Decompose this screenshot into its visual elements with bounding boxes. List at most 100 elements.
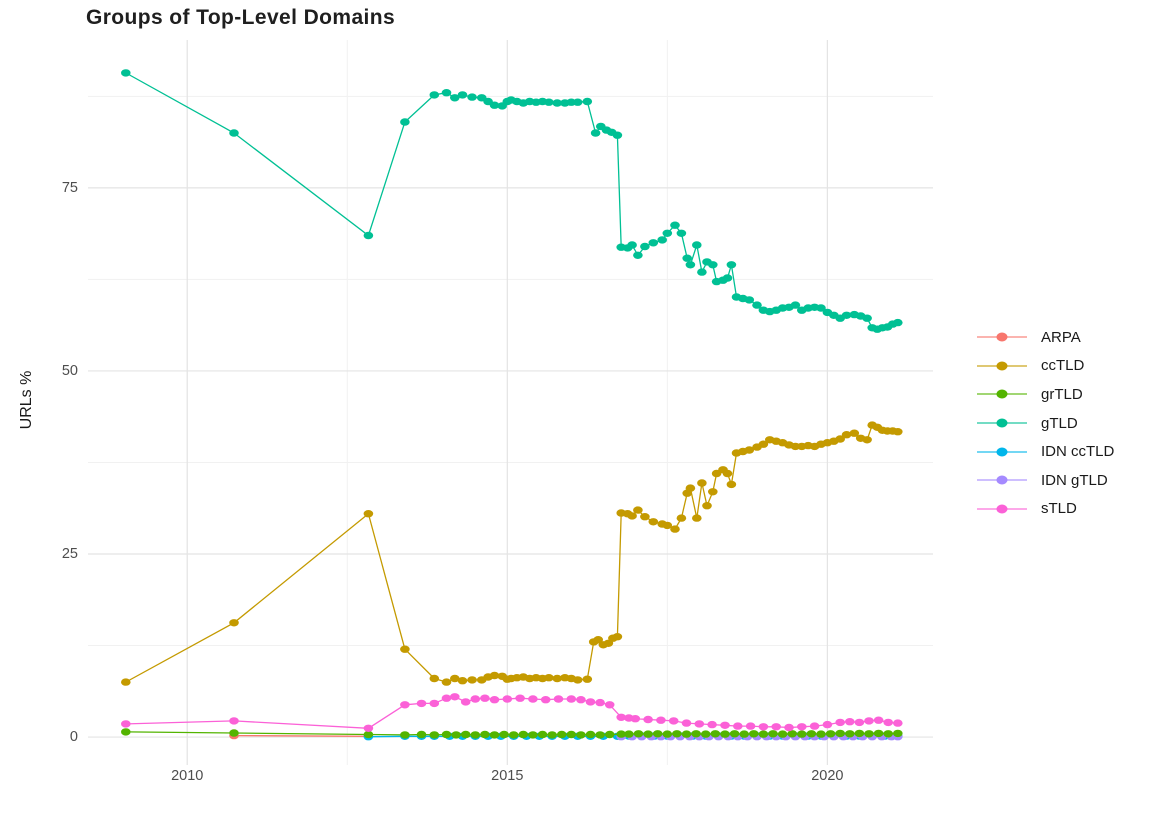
data-point <box>697 268 707 276</box>
data-point <box>662 730 673 738</box>
data-point <box>873 729 884 738</box>
data-point <box>582 675 593 683</box>
legend-key-icon <box>975 328 1029 346</box>
data-point <box>593 636 603 644</box>
data-point <box>841 311 852 319</box>
data-point <box>854 729 865 738</box>
data-point <box>544 674 554 682</box>
data-point <box>572 676 583 684</box>
legend-key-icon <box>975 443 1029 461</box>
data-point <box>749 730 759 738</box>
data-point <box>450 693 460 701</box>
data-point <box>363 231 374 240</box>
legend-label: ccTLD <box>1041 357 1085 375</box>
data-point <box>729 730 740 738</box>
data-point <box>733 722 743 730</box>
data-point <box>702 502 712 510</box>
data-point <box>612 131 623 139</box>
data-point <box>400 701 410 709</box>
data-point <box>708 261 718 269</box>
data-point <box>758 723 769 731</box>
legend-label: ARPA <box>1041 328 1081 346</box>
data-point <box>451 731 461 739</box>
data-point <box>515 694 525 702</box>
data-point <box>726 261 737 269</box>
data-point <box>450 94 460 102</box>
data-point <box>854 718 865 727</box>
data-point <box>627 241 637 249</box>
legend-key-dot <box>996 504 1008 514</box>
data-point <box>429 91 440 99</box>
data-point <box>616 730 626 738</box>
legend-key-icon <box>975 471 1029 489</box>
data-point <box>849 429 860 437</box>
data-point <box>572 98 583 106</box>
data-point <box>681 719 692 727</box>
data-point <box>816 304 826 312</box>
data-point <box>694 720 705 728</box>
data-point <box>480 694 490 702</box>
data-point <box>726 480 737 489</box>
data-point <box>873 716 884 724</box>
data-point <box>547 731 557 739</box>
y-axis-title: URLs % <box>18 370 35 430</box>
data-point <box>643 715 653 724</box>
data-point <box>643 730 653 738</box>
data-point <box>552 674 562 683</box>
data-point <box>460 698 471 706</box>
data-point <box>633 251 643 259</box>
data-point <box>400 118 410 126</box>
data-point <box>612 633 623 641</box>
data-point <box>457 677 468 685</box>
data-point <box>708 488 718 496</box>
data-point <box>595 731 605 739</box>
data-point <box>441 694 452 702</box>
data-point <box>668 717 679 725</box>
legend-item-gtld: gTLD <box>975 409 1114 438</box>
data-point <box>883 718 893 727</box>
data-point <box>700 730 711 738</box>
legend-key-icon <box>975 500 1029 518</box>
data-point <box>544 98 554 106</box>
data-point <box>825 730 836 738</box>
data-point <box>691 730 701 738</box>
data-point <box>720 721 730 729</box>
data-point <box>553 695 564 703</box>
data-point <box>835 435 845 443</box>
data-point <box>502 695 513 703</box>
data-point <box>595 698 605 707</box>
data-point <box>806 730 817 738</box>
data-point <box>744 446 755 454</box>
data-point <box>744 296 755 304</box>
x-tick-label: 2020 <box>811 768 844 784</box>
data-point <box>768 730 778 738</box>
data-point <box>777 730 788 738</box>
data-point <box>429 699 440 708</box>
data-point <box>450 674 460 683</box>
data-point <box>893 719 903 727</box>
data-point <box>363 724 374 732</box>
legend-label: IDN gTLD <box>1041 471 1108 489</box>
data-point <box>121 678 131 686</box>
data-point <box>797 723 807 731</box>
data-point <box>489 671 500 680</box>
data-point <box>585 698 596 706</box>
data-point <box>400 645 410 653</box>
data-point <box>862 436 872 444</box>
legend-key-dot <box>996 361 1008 371</box>
y-tick-label: 50 <box>61 362 78 379</box>
data-point <box>585 730 596 739</box>
data-point <box>790 301 801 309</box>
data-point <box>489 696 500 704</box>
data-point <box>676 514 687 522</box>
data-point <box>499 730 509 739</box>
series-line <box>125 696 898 729</box>
data-point <box>640 242 650 251</box>
data-point <box>518 730 529 739</box>
data-point <box>460 730 471 739</box>
data-point <box>692 241 702 249</box>
legend-item-idn-gtld: IDN gTLD <box>975 466 1114 495</box>
data-point <box>816 730 826 738</box>
